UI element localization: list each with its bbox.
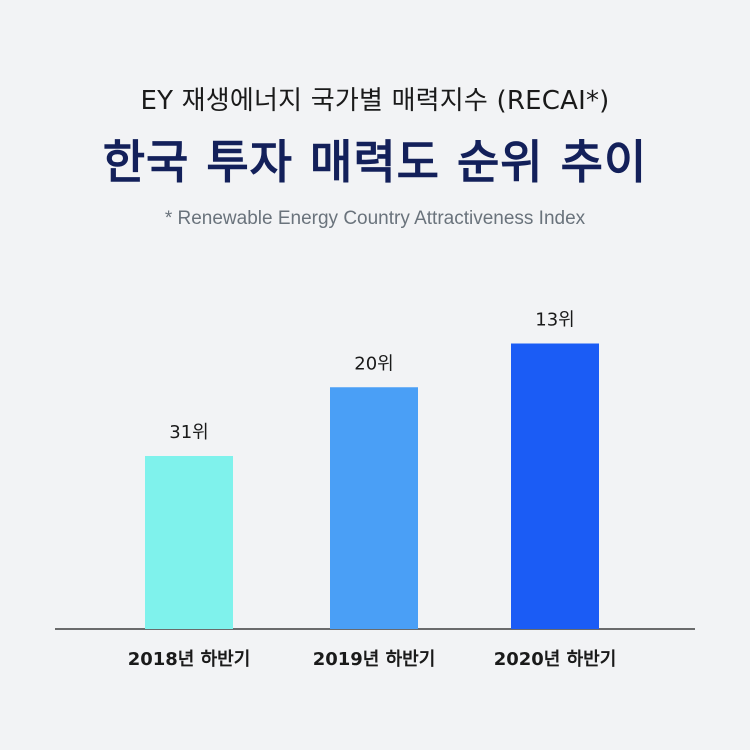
chart-subtitle: EY 재생에너지 국가별 매력지수 (RECAI*) bbox=[140, 86, 610, 116]
x-tick-label-1: 2018년 하반기 bbox=[128, 649, 251, 670]
x-tick-label-3: 2020년 하반기 bbox=[494, 649, 617, 670]
data-label-2: 20위 bbox=[354, 353, 393, 374]
x-tick-label-2: 2019년 하반기 bbox=[313, 649, 436, 670]
bar-3 bbox=[511, 343, 599, 629]
chart-title: 한국 투자 매력도 순위 추이 bbox=[102, 135, 648, 189]
bar-2 bbox=[330, 387, 418, 629]
data-label-3: 13위 bbox=[535, 310, 574, 331]
data-label-1: 31위 bbox=[169, 422, 208, 443]
chart-footnote: * Renewable Energy Country Attractivenes… bbox=[164, 208, 586, 229]
bar-1 bbox=[145, 456, 233, 629]
